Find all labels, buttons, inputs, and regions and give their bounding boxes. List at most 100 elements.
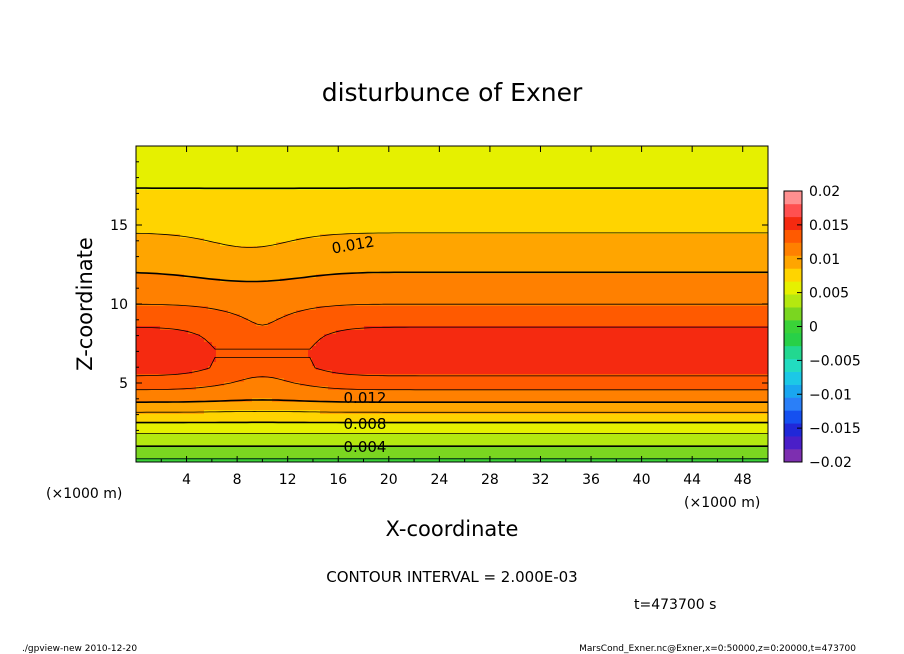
field-cell	[476, 190, 481, 195]
field-cell	[512, 202, 517, 207]
field-cell	[264, 154, 269, 159]
field-cell	[384, 170, 389, 175]
field-cell	[536, 234, 541, 239]
field-cell	[428, 230, 433, 235]
field-cell	[172, 242, 177, 247]
field-cell	[596, 238, 601, 243]
field-cell	[380, 234, 385, 239]
field-cell	[720, 158, 725, 163]
field-cell	[652, 214, 657, 219]
field-cell	[600, 266, 605, 271]
field-cell	[364, 234, 369, 239]
field-cell	[236, 270, 241, 275]
field-cell	[548, 230, 553, 235]
field-cell	[392, 210, 397, 215]
field-cell	[740, 246, 745, 251]
field-cell	[480, 174, 485, 179]
field-cell	[428, 222, 433, 227]
field-cell	[616, 166, 621, 171]
field-cell	[400, 162, 405, 167]
field-cell	[244, 258, 249, 263]
field-cell	[352, 158, 357, 163]
field-cell	[156, 254, 161, 259]
field-cell	[284, 234, 289, 239]
field-cell	[752, 198, 757, 203]
field-cell	[692, 254, 697, 259]
field-cell	[408, 226, 413, 231]
field-cell	[164, 242, 169, 247]
field-cell	[552, 230, 557, 235]
field-cell	[376, 266, 381, 271]
field-cell	[500, 174, 505, 179]
field-cell	[624, 230, 629, 235]
field-cell	[704, 266, 709, 271]
field-cell	[452, 158, 457, 163]
field-cell	[164, 206, 169, 211]
field-cell	[548, 154, 553, 159]
field-cell	[156, 262, 161, 267]
field-cell	[652, 258, 657, 263]
field-cell	[548, 238, 553, 243]
field-cell	[216, 162, 221, 167]
field-cell	[560, 218, 565, 223]
field-cell	[484, 146, 489, 151]
field-cell	[764, 202, 769, 207]
field-cell	[432, 238, 437, 243]
field-cell	[240, 214, 245, 219]
field-cell	[600, 174, 605, 179]
field-cell	[312, 218, 317, 223]
field-cell	[212, 230, 217, 235]
field-cell	[740, 170, 745, 175]
field-cell	[480, 266, 485, 271]
field-cell	[212, 178, 217, 183]
field-cell	[720, 154, 725, 159]
field-cell	[420, 250, 425, 255]
field-cell	[392, 250, 397, 255]
field-cell	[256, 190, 261, 195]
field-cell	[544, 190, 549, 195]
field-cell	[592, 170, 597, 175]
field-cell	[588, 198, 593, 203]
field-cell	[584, 250, 589, 255]
field-cell	[436, 194, 441, 199]
field-cell	[536, 182, 541, 187]
field-cell	[728, 226, 733, 231]
field-cell	[624, 194, 629, 199]
field-cell	[396, 146, 401, 151]
field-cell	[320, 170, 325, 175]
field-cell	[472, 178, 477, 183]
field-cell	[172, 230, 177, 235]
field-cell	[392, 230, 397, 235]
field-cell	[608, 206, 613, 211]
field-cell	[208, 210, 213, 215]
field-cell	[288, 266, 293, 271]
field-cell	[716, 202, 721, 207]
field-cell	[256, 238, 261, 243]
field-cell	[380, 198, 385, 203]
field-cell	[228, 234, 233, 239]
field-cell	[280, 158, 285, 163]
field-cell	[580, 174, 585, 179]
field-cell	[640, 226, 645, 231]
field-cell	[724, 182, 729, 187]
field-cell	[764, 262, 769, 267]
field-cell	[632, 158, 637, 163]
field-cell	[144, 266, 149, 271]
field-cell	[260, 170, 265, 175]
field-cell	[708, 150, 713, 155]
field-cell	[268, 242, 273, 247]
field-cell	[532, 230, 537, 235]
field-cell	[704, 202, 709, 207]
field-cell	[524, 158, 529, 163]
field-cell	[536, 250, 541, 255]
field-cell	[176, 222, 181, 227]
field-cell	[332, 218, 337, 223]
field-cell	[616, 230, 621, 235]
field-cell	[316, 214, 321, 219]
field-cell	[344, 170, 349, 175]
field-cell	[764, 226, 769, 231]
field-cell	[684, 210, 689, 215]
field-cell	[256, 226, 261, 231]
field-cell	[660, 222, 665, 227]
field-cell	[488, 182, 493, 187]
